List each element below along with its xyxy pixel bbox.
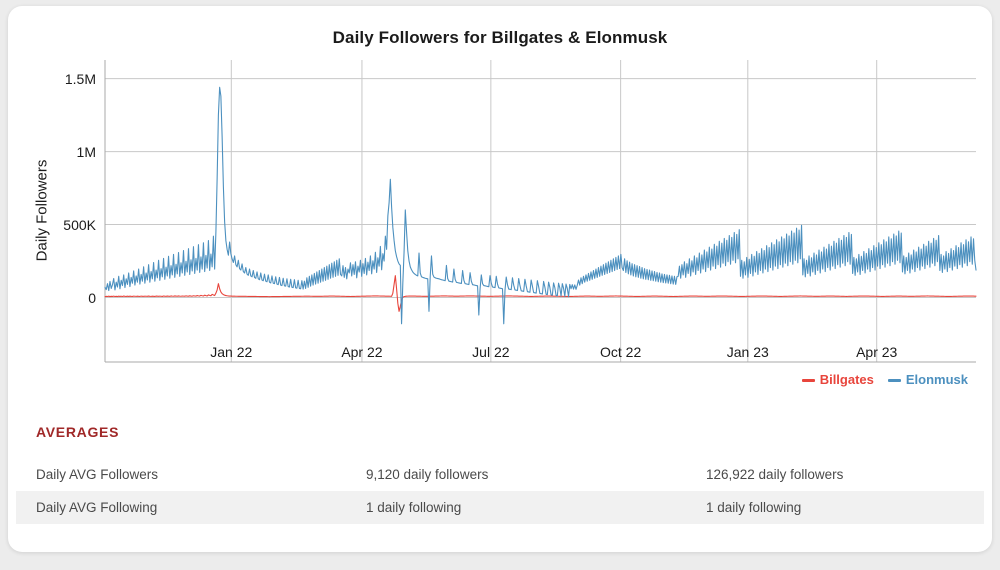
y-axis-ticks: 0 500K 1M 1.5M (20, 52, 96, 372)
legend-label: Billgates (819, 372, 874, 387)
y-tick-label: 500K (63, 216, 96, 233)
averages-table: Daily AVG Followers 9,120 daily followers… (16, 458, 984, 524)
row-value-billgates: 1 daily following (366, 491, 706, 524)
x-tick-label: Jan 22 (210, 344, 253, 360)
legend-dash-icon (801, 379, 815, 383)
page-title: Daily Followers for Billgates & Elonmusk (332, 28, 668, 47)
series-line-billgates (104, 275, 977, 312)
y-axis-title: Daily Followers (33, 159, 51, 262)
stats-card: Daily Followers for Billgates & Elonmusk… (8, 6, 992, 552)
row-value-elonmusk: 126,922 daily followers (706, 467, 844, 482)
y-tick-label: 1M (76, 143, 96, 160)
table-row: Daily AVG Following 1 daily following 1 da… (16, 491, 984, 524)
row-value-elonmusk: 1 daily following (706, 491, 984, 524)
legend-label: Elonmusk (905, 372, 968, 387)
averages-heading: AVERAGES (36, 424, 120, 440)
table-row: Daily AVG Followers 9,120 daily followers… (16, 458, 984, 491)
legend-elonmusk[interactable]: Elonmusk (887, 372, 968, 387)
chart-legend: Billgates Elonmusk (788, 372, 968, 387)
x-tick-label: Oct 22 (600, 344, 642, 360)
legend-dash-icon (887, 379, 901, 383)
x-tick-label: Apr 23 (856, 344, 898, 360)
row-value-billgates: 9,120 daily followers (366, 467, 489, 482)
x-tick-label: Jul 22 (472, 344, 510, 360)
series-line-elonmusk (104, 86, 977, 325)
chart-container: 0 500K 1M 1.5M Daily Followers Jan 22 Apr 22… (8, 52, 992, 372)
followers-line-chart (104, 60, 977, 363)
row-label: Daily AVG Followers (36, 467, 159, 482)
averages-table-body: Daily AVG Followers 9,120 daily followers… (16, 458, 984, 524)
x-tick-label: Apr 22 (341, 344, 383, 360)
row-label: Daily AVG Following (16, 491, 366, 524)
y-tick-label: 0 (88, 289, 96, 306)
x-tick-label: Jan 23 (726, 344, 769, 360)
legend-billgates[interactable]: Billgates (801, 372, 874, 387)
y-tick-label: 1.5M (64, 70, 96, 87)
